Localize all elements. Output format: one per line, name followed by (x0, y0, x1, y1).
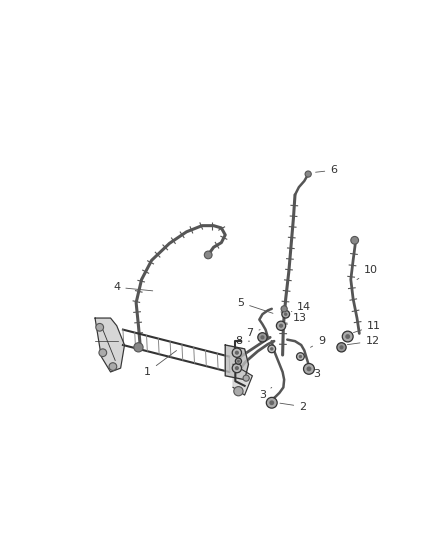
Circle shape (235, 358, 241, 364)
Circle shape (134, 343, 143, 352)
Polygon shape (233, 364, 252, 395)
Polygon shape (95, 318, 124, 372)
Circle shape (276, 321, 286, 330)
Text: 4: 4 (113, 282, 153, 292)
Circle shape (268, 345, 276, 353)
Text: 12: 12 (347, 336, 380, 346)
Circle shape (269, 400, 274, 405)
Circle shape (235, 366, 239, 370)
Circle shape (237, 360, 240, 362)
Circle shape (260, 335, 265, 340)
Text: 3: 3 (259, 387, 272, 400)
Text: 10: 10 (357, 265, 378, 280)
Polygon shape (225, 345, 248, 379)
Text: 11: 11 (353, 321, 381, 333)
Circle shape (99, 349, 107, 357)
Circle shape (351, 237, 359, 244)
Text: 9: 9 (311, 336, 325, 348)
Circle shape (337, 343, 346, 352)
Text: 7: 7 (247, 328, 260, 338)
Circle shape (270, 347, 273, 351)
Circle shape (282, 310, 290, 318)
Text: 1: 1 (144, 351, 177, 377)
Circle shape (307, 367, 311, 372)
Text: 14: 14 (291, 302, 311, 312)
Circle shape (232, 364, 241, 373)
Circle shape (342, 331, 353, 342)
Circle shape (266, 398, 277, 408)
Circle shape (284, 312, 287, 316)
Circle shape (281, 306, 287, 312)
Circle shape (204, 251, 212, 259)
Circle shape (279, 324, 283, 328)
Circle shape (304, 364, 314, 374)
Circle shape (232, 348, 241, 357)
Circle shape (297, 353, 304, 360)
Circle shape (96, 324, 103, 331)
Circle shape (243, 375, 249, 381)
Circle shape (339, 345, 343, 350)
Circle shape (305, 171, 311, 177)
Circle shape (299, 355, 302, 358)
Text: 8: 8 (236, 336, 250, 346)
Circle shape (109, 363, 117, 370)
Circle shape (345, 334, 350, 339)
Circle shape (258, 333, 267, 342)
Text: 13: 13 (286, 313, 307, 325)
Text: 6: 6 (316, 165, 337, 175)
Circle shape (234, 386, 243, 396)
Text: 5: 5 (237, 297, 273, 313)
Text: 2: 2 (280, 401, 306, 411)
Circle shape (235, 351, 239, 355)
Text: 3: 3 (307, 369, 320, 379)
